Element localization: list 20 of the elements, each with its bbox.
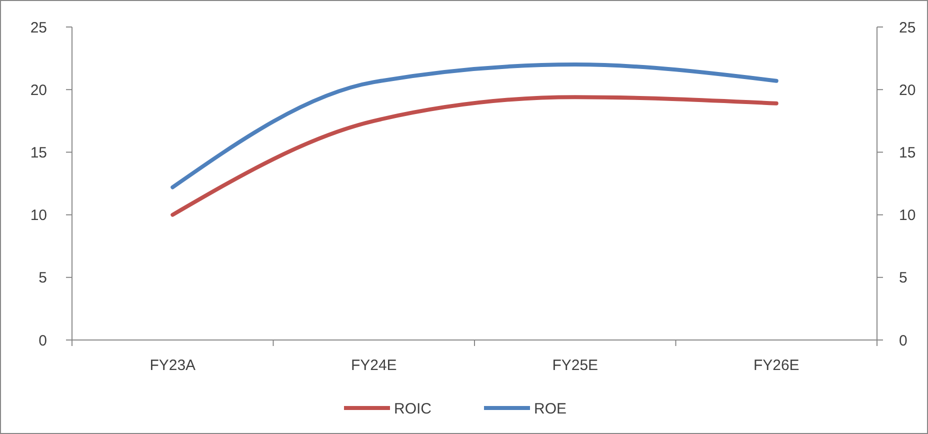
y-tick-label: 15: [30, 144, 47, 162]
legend-label: ROIC: [394, 400, 432, 418]
x-tick-label: FY23A: [150, 357, 196, 374]
y-tick-label: 25: [30, 19, 47, 36]
y-tick-label: 5: [38, 270, 47, 287]
y-tick-label: 0: [38, 332, 47, 350]
line-series: [170, 62, 778, 190]
line-series: [170, 95, 778, 217]
x-tick-label: FY25E: [552, 357, 598, 374]
y2-tick-label: 20: [899, 82, 916, 99]
x-tick-label: FY26E: [753, 357, 800, 374]
x-tick-label: FY24E: [350, 357, 397, 374]
y2-tick-label: 5: [899, 270, 908, 287]
y-tick-label: 10: [30, 207, 47, 224]
y2-tick-label: 10: [899, 207, 916, 224]
y2-tick-label: 25: [899, 19, 916, 36]
y2-tick-label: 0: [899, 332, 908, 350]
y-tick-label: 20: [30, 82, 47, 99]
y2-tick-label: 15: [899, 144, 916, 162]
legend-label: ROE: [534, 400, 567, 418]
